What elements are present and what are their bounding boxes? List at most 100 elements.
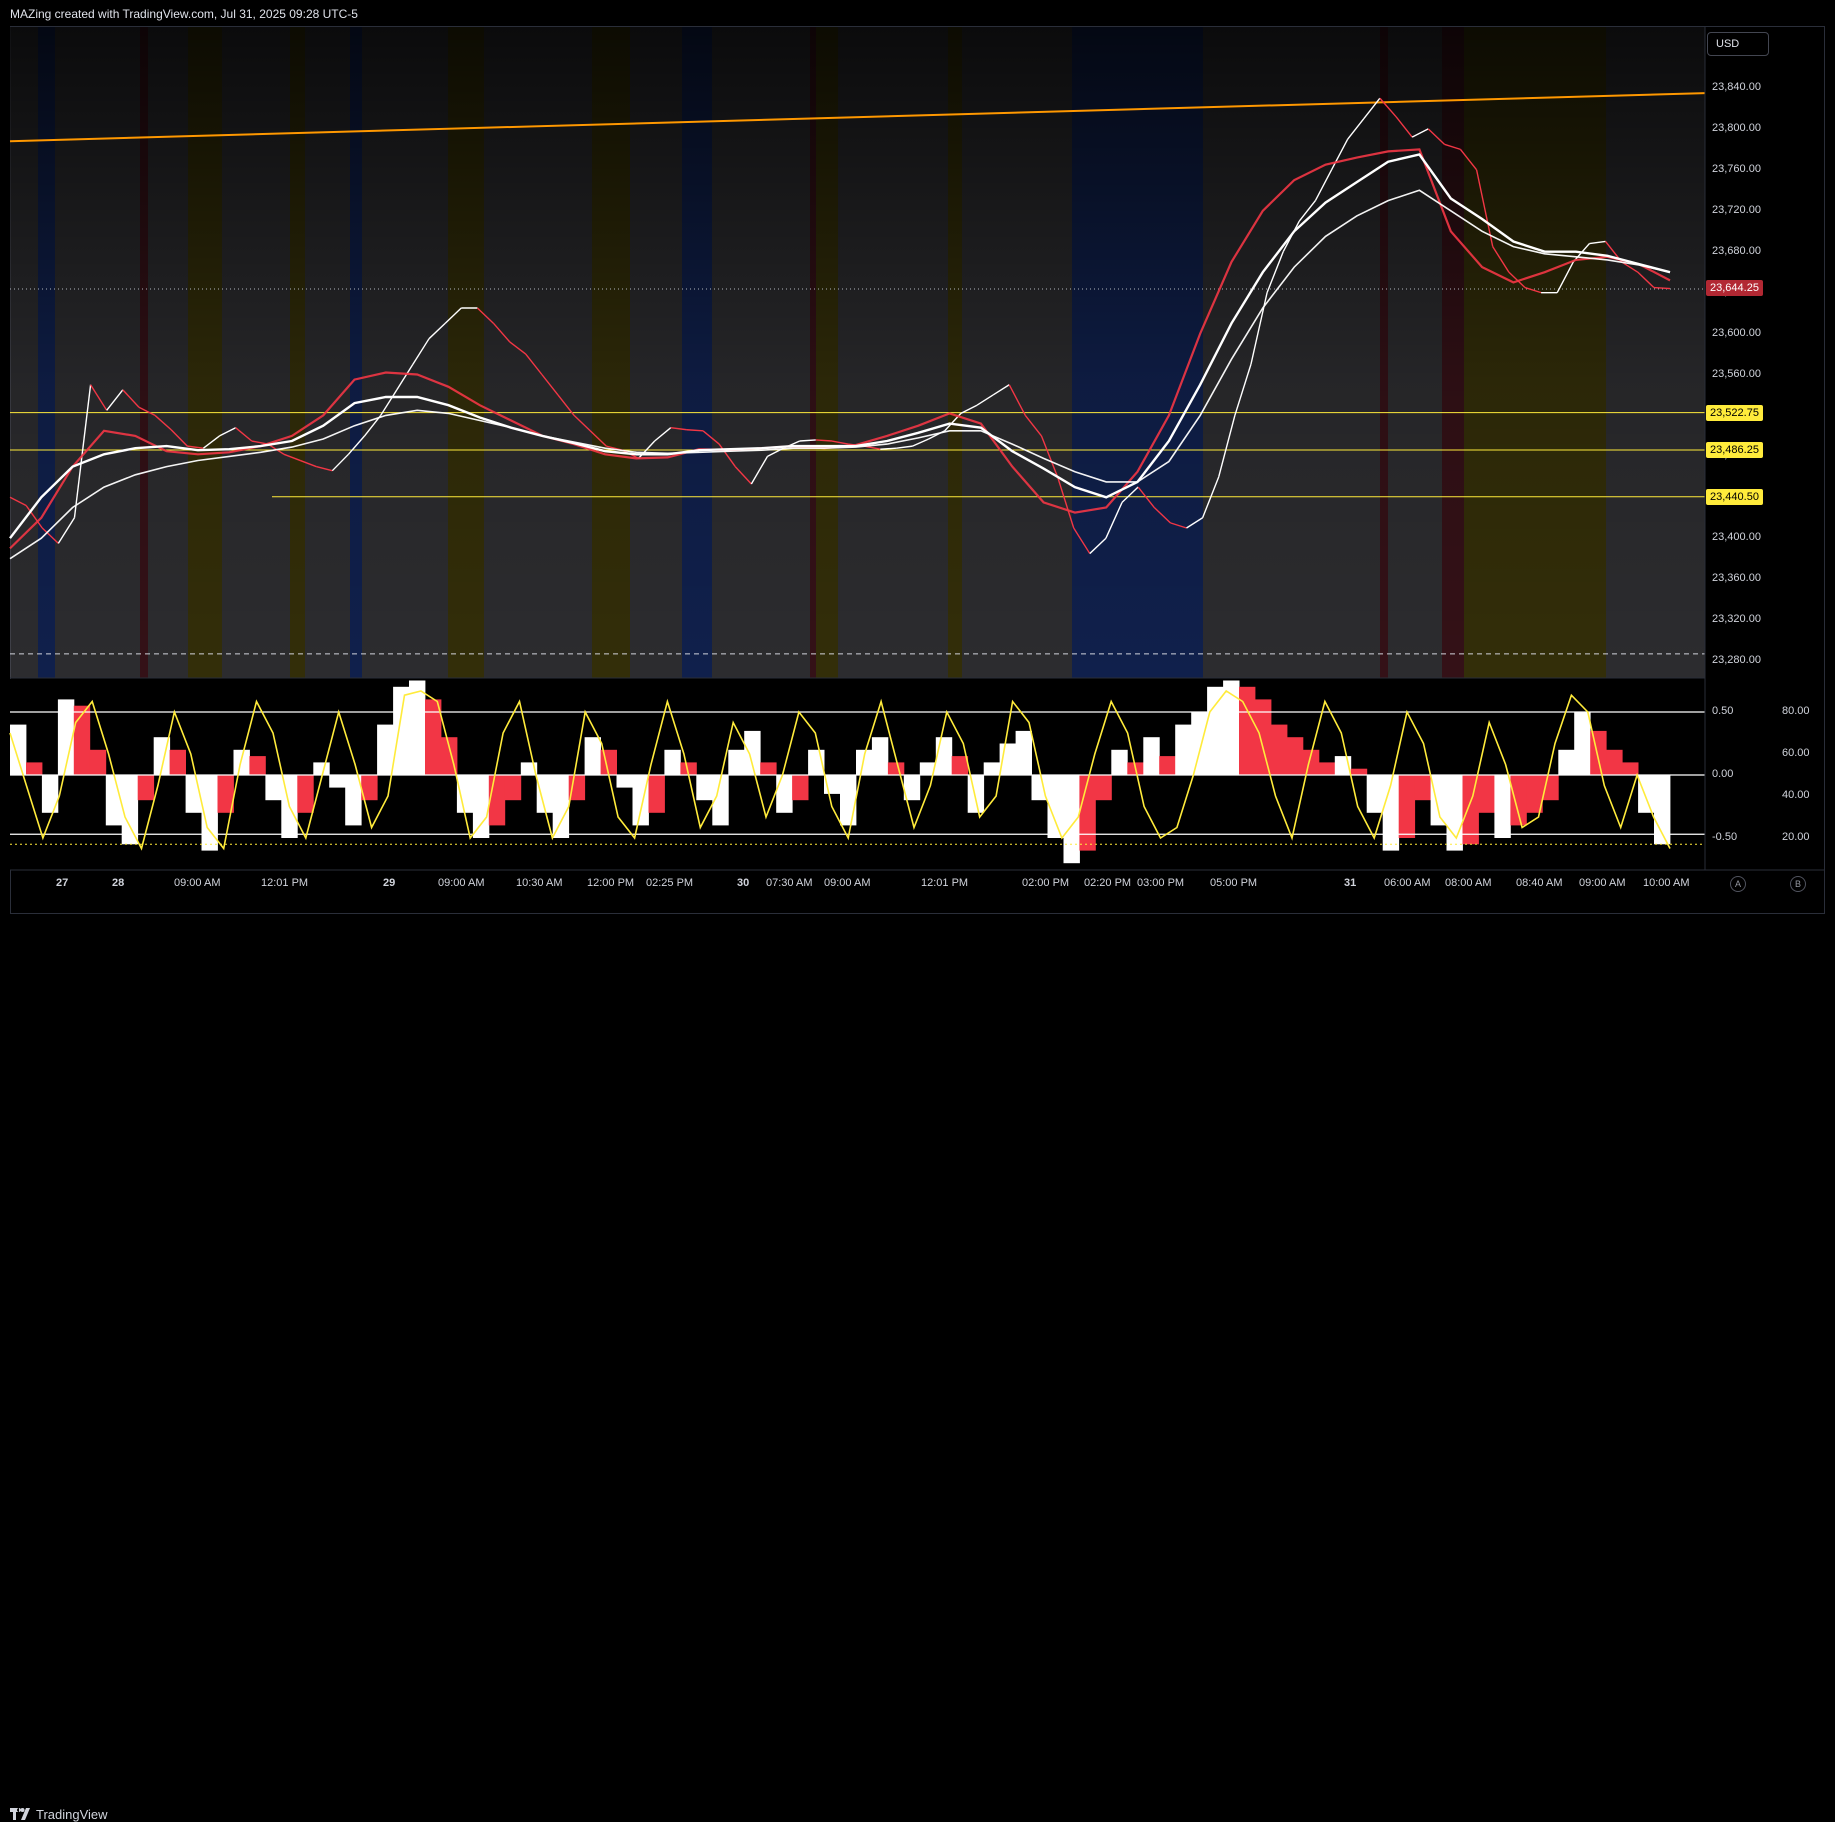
oscillator-tick-right: 40.00	[1782, 789, 1810, 801]
histogram-bar	[233, 749, 250, 775]
histogram-bar	[1015, 730, 1032, 775]
histogram-bar	[1223, 680, 1240, 775]
histogram-bar	[456, 775, 474, 813]
price-segment	[331, 453, 349, 472]
histogram-bar	[1159, 756, 1176, 775]
currency-button[interactable]: USD	[1707, 32, 1769, 56]
histogram-bar	[1143, 737, 1160, 775]
histogram-bar	[760, 762, 777, 775]
price-segment	[718, 443, 736, 467]
price-segment	[1363, 97, 1381, 120]
price-segment	[187, 445, 204, 449]
time-tick-label: 07:30 AM	[766, 877, 813, 889]
price-segment	[1024, 414, 1043, 437]
tradingview-logo[interactable]: TradingView	[10, 1807, 108, 1822]
price-segment	[815, 439, 832, 442]
histogram-bar	[26, 762, 43, 775]
histogram-bar	[1526, 775, 1543, 813]
price-segment	[138, 406, 156, 417]
histogram-bar	[105, 775, 123, 826]
price-tick-label: 23,360.00	[1712, 572, 1761, 585]
price-tick-label: 23,560.00	[1712, 367, 1761, 380]
price-segment	[106, 389, 124, 411]
histogram-bar	[728, 749, 745, 775]
histogram-bar	[776, 775, 793, 813]
price-tick-label: 23,280.00	[1712, 654, 1761, 666]
price-segment	[1556, 261, 1574, 293]
time-tick-label: 05:00 PM	[1210, 877, 1258, 889]
price-segment	[1459, 148, 1478, 171]
horizontal-levels	[9, 92, 1706, 655]
oscillator-pane	[9, 680, 1705, 864]
oscillator-line	[9, 689, 1671, 851]
price-segment	[509, 341, 527, 355]
histogram-bar	[472, 775, 490, 838]
session-bands	[10, 27, 1705, 678]
price-segment	[1105, 502, 1123, 539]
histogram-bar	[1622, 762, 1639, 775]
price-segment	[960, 404, 978, 415]
histogram-bar	[1430, 775, 1447, 826]
price-segment	[170, 429, 188, 447]
histogram-bar	[696, 775, 713, 801]
price-segment	[444, 307, 462, 324]
price-segment	[202, 435, 220, 449]
histogram-bar	[393, 686, 410, 775]
histogram-bar	[1271, 724, 1288, 775]
price-segment	[525, 353, 543, 375]
histogram-bar	[1063, 775, 1080, 864]
oscillator-tick-right: 20.00	[1782, 831, 1810, 843]
histogram-bar	[217, 775, 234, 813]
histogram-bar	[951, 756, 969, 775]
price-segment	[283, 453, 301, 462]
price-segment	[1040, 435, 1059, 478]
last-price-badge: 23,644.25	[1706, 280, 1763, 297]
histogram-bar	[10, 724, 27, 775]
price-segment	[831, 440, 849, 445]
histogram-bar	[313, 762, 330, 775]
price-segment	[1266, 251, 1284, 293]
time-tick-label: 09:00 AM	[438, 877, 485, 889]
price-segment	[1314, 169, 1333, 201]
price-segment	[573, 414, 591, 432]
price-segment	[396, 363, 414, 391]
histogram-bar	[664, 749, 681, 775]
price-segment	[912, 438, 929, 447]
session-fade	[10, 27, 1705, 678]
price-segment	[1121, 486, 1139, 503]
time-tick-label: 12:01 PM	[921, 877, 969, 889]
tradingview-logo-text: TradingView	[36, 1807, 108, 1822]
histogram-bar	[57, 699, 75, 775]
price-segment	[1218, 415, 1236, 477]
scale-b-button[interactable]: B	[1790, 876, 1806, 892]
histogram-bar	[935, 737, 953, 775]
price-segment	[9, 496, 27, 507]
price-segment	[219, 427, 236, 437]
footer-bar: TradingView	[0, 902, 1835, 1822]
price-segment	[976, 394, 994, 406]
chart-canvas[interactable]	[0, 0, 1835, 933]
histogram-bar	[871, 737, 889, 775]
last-price-label: 23,644.25	[1710, 282, 1759, 295]
trendline[interactable]	[9, 92, 1706, 143]
histogram-bar	[552, 775, 570, 838]
time-tick-label: 03:00 PM	[1137, 877, 1185, 889]
histogram-bar	[967, 775, 985, 813]
price-segment	[25, 505, 43, 529]
time-tick-label: 06:00 AM	[1384, 877, 1431, 889]
time-tick-label: 02:20 PM	[1084, 877, 1132, 889]
histogram-bar	[1606, 749, 1623, 775]
price-segment	[1089, 537, 1107, 555]
price-segment	[541, 374, 559, 396]
level-label-1: 23,522.75	[1710, 406, 1759, 419]
time-tick-label: 08:40 AM	[1516, 877, 1563, 889]
price-segment	[1492, 246, 1510, 273]
histogram-bar	[1366, 775, 1384, 813]
histogram-bar	[377, 724, 394, 775]
auto-scale-button[interactable]: A	[1730, 876, 1746, 892]
time-tick-label: 02:00 PM	[1022, 877, 1070, 889]
time-tick-label: 10:00 AM	[1643, 877, 1690, 889]
price-segment	[686, 429, 704, 432]
price-segment	[1056, 476, 1075, 529]
chart-caption: MAZing created with TradingView.com, Jul…	[10, 7, 358, 21]
